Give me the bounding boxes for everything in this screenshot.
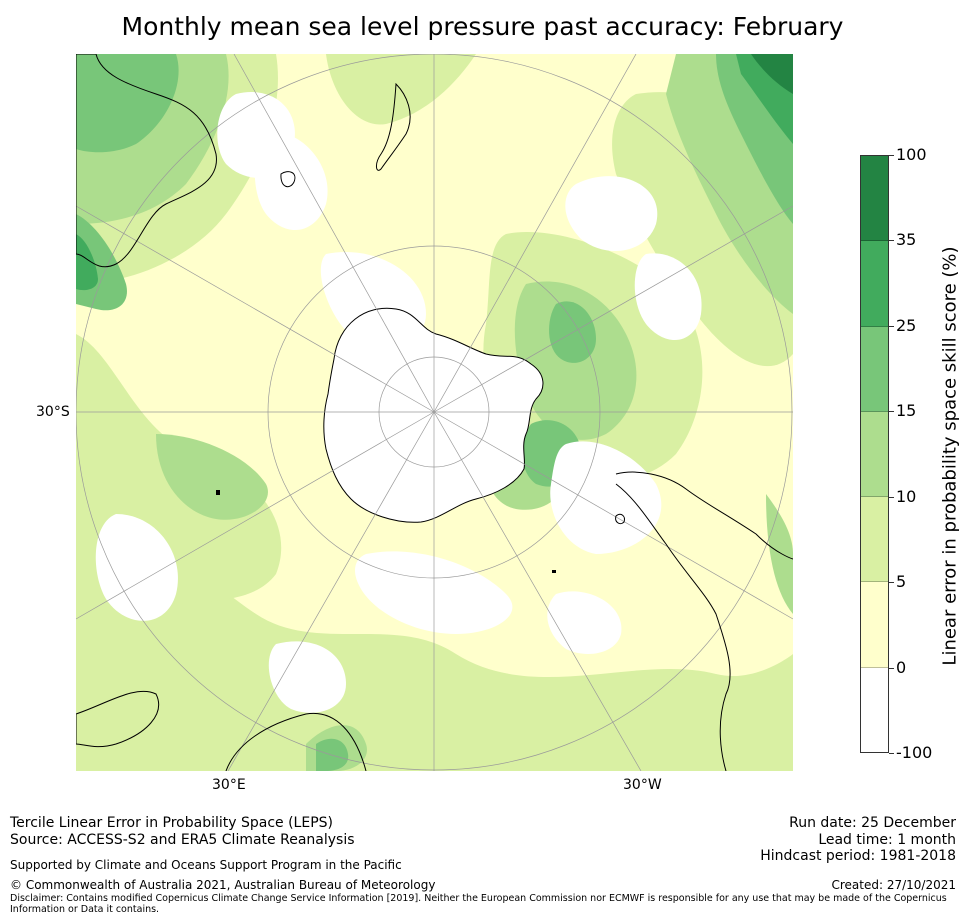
island-south-georgia (552, 570, 556, 573)
colorbar-label: Linear error in probability space skill … (939, 246, 961, 666)
colorbar-segment (861, 326, 888, 412)
skill-region-white (95, 92, 702, 713)
polar-map[interactable] (76, 54, 793, 771)
africa-coast (76, 690, 367, 771)
lat-label-30s: 30°S (36, 404, 70, 420)
graticule (76, 54, 793, 771)
footer-run-date: Run date: 25 December (789, 815, 956, 831)
antarctica-coast (323, 307, 544, 523)
colorbar-segment (861, 582, 888, 668)
footer-disclaimer-2: Information or Data it contains. (10, 904, 160, 915)
colorbar-tick-label: 100 (896, 145, 927, 164)
colorbar-segment (861, 241, 888, 327)
footer-source: Source: ACCESS-S2 and ERA5 Climate Reana… (10, 832, 355, 848)
colorbar-segment (861, 411, 888, 498)
colorbar-segment (861, 667, 888, 752)
colorbar-tick-label: 10 (896, 486, 917, 506)
footer-method: Tercile Linear Error in Probability Spac… (10, 815, 333, 831)
colorbar-tick-label: -100 (896, 743, 933, 762)
colorbar (860, 155, 889, 753)
tasmania-coast (280, 171, 296, 188)
colorbar-tick-mark (889, 582, 894, 584)
footer-lead-time: Lead time: 1 month (818, 832, 956, 848)
island-falklands (615, 513, 625, 525)
south-america-coast (615, 471, 793, 771)
footer-copyright: © Commonwealth of Australia 2021, Austra… (10, 878, 436, 892)
colorbar-tick-mark (889, 667, 894, 669)
island-kerguelen (216, 490, 220, 495)
colorbar-tick-label: 15 (896, 401, 917, 421)
colorbar-tick-mark (889, 325, 894, 327)
lon-label-30e: 30°E (212, 777, 246, 793)
colorbar-tick-label: 5 (896, 572, 907, 592)
australia-coast (76, 54, 217, 268)
page-title: Monthly mean sea level pressure past acc… (121, 12, 844, 41)
colorbar-tick-label: 25 (896, 315, 917, 335)
colorbar-tick-label: 35 (896, 230, 917, 250)
footer-hindcast: Hindcast period: 1981-2018 (760, 848, 956, 864)
colorbar-tick-label: 0 (896, 657, 907, 677)
footer-created: Created: 27/10/2021 (831, 878, 956, 892)
footer-supported: Supported by Climate and Oceans Support … (10, 858, 402, 872)
new-zealand-coast (376, 82, 411, 171)
colorbar-tick-mark (889, 411, 894, 413)
colorbar-segment (861, 497, 888, 583)
colorbar-tick-mark (889, 240, 894, 242)
skill-region-green4 (751, 54, 793, 94)
colorbar-segment (861, 156, 888, 242)
footer-disclaimer-1: Disclaimer: Contains modified Copernicus… (10, 893, 947, 904)
colorbar-tick-mark (889, 496, 894, 498)
lon-label-30w: 30°W (623, 777, 662, 793)
colorbar-tick-mark (889, 753, 894, 754)
colorbar-tick-mark (889, 155, 894, 156)
